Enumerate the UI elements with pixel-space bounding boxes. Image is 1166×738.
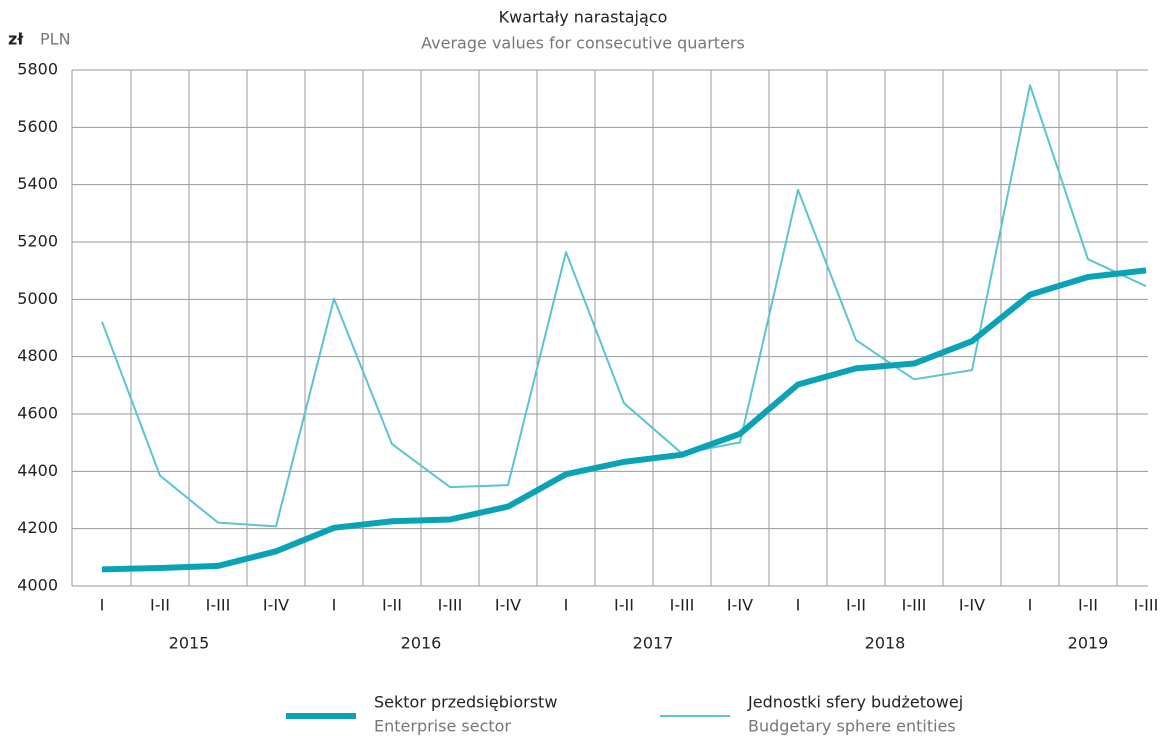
chart-subtitle: Average values for consecutive quarters bbox=[421, 34, 745, 53]
y-unit-en: PLN bbox=[40, 30, 71, 49]
x-tick-label: I bbox=[332, 596, 337, 615]
y-tick-label: 5400 bbox=[17, 174, 58, 193]
legend-label: Sektor przedsiębiorstw bbox=[374, 693, 557, 712]
x-tick-label: I-II bbox=[150, 596, 170, 615]
y-tick-label: 5800 bbox=[17, 60, 58, 79]
legend-label-en: Enterprise sector bbox=[374, 717, 511, 736]
legend-label: Jednostki sfery budżetowej bbox=[747, 693, 963, 712]
x-tick-label: I-II bbox=[846, 596, 866, 615]
series-line bbox=[101, 84, 1147, 528]
x-tick-label: I-IV bbox=[959, 596, 985, 615]
x-tick-label: I-IV bbox=[495, 596, 521, 615]
y-tick-label: 4200 bbox=[17, 518, 58, 537]
y-tick-label: 5600 bbox=[17, 117, 58, 136]
x-tick-label: I bbox=[796, 596, 801, 615]
x-tick-label: I-III bbox=[902, 596, 927, 615]
y-unit: zł bbox=[8, 30, 24, 49]
x-tick-label: I-II bbox=[382, 596, 402, 615]
x-tick-label: I-III bbox=[670, 596, 695, 615]
year-label: 2018 bbox=[865, 634, 906, 653]
y-tick-label: 5000 bbox=[17, 289, 58, 308]
year-label: 2015 bbox=[169, 634, 210, 653]
y-tick-label: 5200 bbox=[17, 232, 58, 251]
x-tick-label: I-IV bbox=[727, 596, 753, 615]
x-tick-label: I-IV bbox=[263, 596, 289, 615]
x-tick-label: I-III bbox=[1134, 596, 1159, 615]
x-tick-label: I-II bbox=[614, 596, 634, 615]
y-tick-label: 4800 bbox=[17, 346, 58, 365]
series-line bbox=[101, 267, 1147, 573]
year-label: 2016 bbox=[401, 634, 442, 653]
x-tick-label: I bbox=[100, 596, 105, 615]
y-tick-label: 4600 bbox=[17, 404, 58, 423]
year-label: 2017 bbox=[633, 634, 674, 653]
chart-title: Kwartały narastająco bbox=[499, 8, 668, 27]
x-tick-label: I bbox=[1028, 596, 1033, 615]
y-tick-label: 4400 bbox=[17, 461, 58, 480]
x-tick-label: I-III bbox=[206, 596, 231, 615]
x-tick-label: I-II bbox=[1078, 596, 1098, 615]
legend-label-en: Budgetary sphere entities bbox=[748, 717, 956, 736]
x-tick-label: I-III bbox=[438, 596, 463, 615]
y-tick-label: 4000 bbox=[17, 576, 58, 595]
year-label: 2019 bbox=[1068, 634, 1109, 653]
x-tick-label: I bbox=[564, 596, 569, 615]
